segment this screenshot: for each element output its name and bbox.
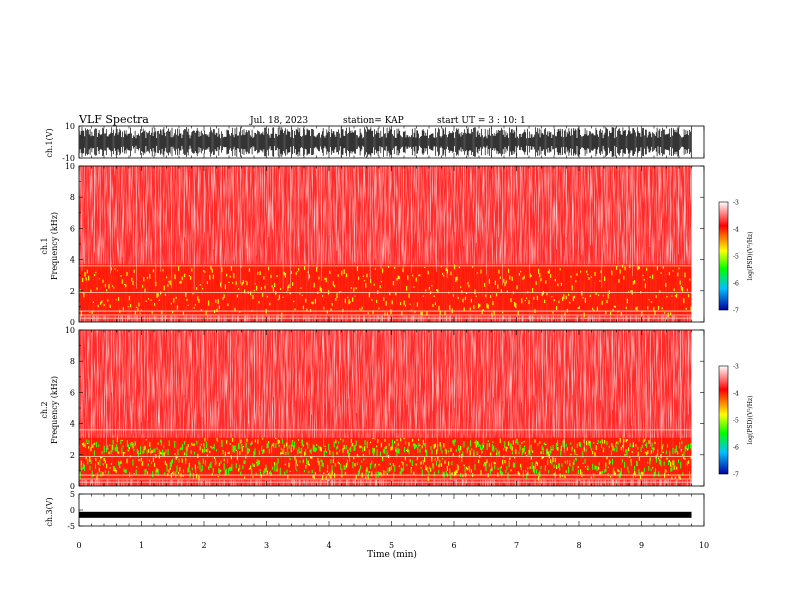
spec1-streaks xyxy=(81,166,685,290)
spec1-y-tick-label: 8 xyxy=(70,193,75,202)
colorbar-tick-label: -7 xyxy=(733,472,739,479)
ch1-waveform-trace xyxy=(78,127,692,157)
colorbar-tick-label: -5 xyxy=(733,254,739,261)
ch1-colorbar-gradient xyxy=(718,201,729,311)
ch1-colorbar: log(PSD)(V²/Hz) -3 -4 -5 -6 -7 xyxy=(718,200,754,315)
ch3-waveform-panel: 5 0 -5 xyxy=(67,490,705,531)
spec1-y-tick-label: 2 xyxy=(70,287,75,296)
colorbar-tick-label: -7 xyxy=(733,308,739,315)
x-tick-label: 1 xyxy=(139,541,144,550)
ch3-waveform-ylabel: ch.3(V) xyxy=(45,497,54,526)
colorbar-tick-label: -6 xyxy=(733,445,739,452)
station-label: station= KAP xyxy=(343,116,404,126)
ch3-y-tick-label: -5 xyxy=(67,522,75,531)
x-tick-label: 0 xyxy=(76,541,81,550)
spec1-y-tick-label: 4 xyxy=(70,256,75,265)
x-tick-label: 4 xyxy=(326,541,331,550)
ch2-spectrogram-panel: 0 2 4 6 8 10 xyxy=(65,326,705,491)
colorbar-tick-label: -6 xyxy=(733,281,739,288)
x-axis-label: Time (min) xyxy=(367,549,417,560)
spec1-image xyxy=(79,166,692,322)
spec2-y-tick-label: 0 xyxy=(70,482,75,491)
x-tick-label: 2 xyxy=(201,541,206,550)
ch3-waveform-trace xyxy=(79,511,692,518)
time-axis: 0 1 2 3 4 5 6 7 8 9 10 xyxy=(76,541,709,550)
spec1-yellow-speckle xyxy=(79,264,692,318)
x-tick-label: 3 xyxy=(264,541,269,550)
x-tick-label: 10 xyxy=(699,541,709,550)
spec2-yellow-speckle xyxy=(79,437,692,481)
figure-title: VLF Spectra xyxy=(78,113,149,126)
spec2-image xyxy=(79,330,692,486)
ch3-y-tick-label: 5 xyxy=(70,490,75,499)
spec2-streaks xyxy=(81,330,689,454)
ch2-colorbar: log(PSD)(V²/Hz) -3 -4 -5 -6 -7 xyxy=(718,364,754,479)
ch3-y-tick-label: 0 xyxy=(70,506,75,515)
start-time-label: start UT = 3 : 10: 1 xyxy=(437,116,526,126)
ch1-spectrogram-panel: 0 2 4 6 8 10 xyxy=(65,162,705,327)
spec1-band xyxy=(79,264,692,316)
spec1-y-tick-label: 6 xyxy=(70,224,75,233)
ch1-waveform-panel: 10 -10 xyxy=(62,122,705,163)
ch2-colorbar-label: log(PSD)(V²/Hz) xyxy=(747,396,754,445)
ch1-waveform-ylabel: ch.1(V) xyxy=(45,128,54,157)
spec2-y-tick-label: 6 xyxy=(70,388,75,397)
spec2-y-tick-label: 8 xyxy=(70,357,75,366)
colorbar-tick-label: -3 xyxy=(733,364,739,371)
ch2-colorbar-gradient xyxy=(718,365,729,475)
spec1-y-tick-label: 0 xyxy=(70,318,75,327)
ch1-y-tick-label: 10 xyxy=(65,122,75,131)
colorbar-tick-label: -3 xyxy=(733,200,739,207)
x-tick-label: 9 xyxy=(639,541,644,550)
colorbar-tick-label: -4 xyxy=(733,227,739,234)
ch1-colorbar-label: log(PSD)(V²/Hz) xyxy=(747,232,754,281)
ch1-spectrogram-ylabel-channel: ch.1 xyxy=(40,237,49,254)
ch2-spectrogram-ylabel-channel: ch.2 xyxy=(40,401,49,418)
date-label: Jul. 18, 2023 xyxy=(249,116,308,126)
spec2-y-tick-label: 2 xyxy=(70,451,75,460)
ch1-spectrogram-ylabel-frequency: Frequency (kHz) xyxy=(50,212,59,280)
spec2-y-tick-label: 10 xyxy=(65,326,75,335)
ch1-y-tick-label: -10 xyxy=(62,154,75,163)
spec1-y-tick-label: 10 xyxy=(65,162,75,171)
x-tick-label: 8 xyxy=(576,541,581,550)
x-tick-label: 5 xyxy=(389,541,394,550)
ch2-spectrogram-ylabel-frequency: Frequency (kHz) xyxy=(50,376,59,444)
colorbar-tick-label: -4 xyxy=(733,391,739,398)
x-tick-label: 6 xyxy=(451,541,456,550)
colorbar-tick-label: -5 xyxy=(733,418,739,425)
x-tick-label: 7 xyxy=(514,541,519,550)
spec2-y-tick-label: 4 xyxy=(70,420,75,429)
